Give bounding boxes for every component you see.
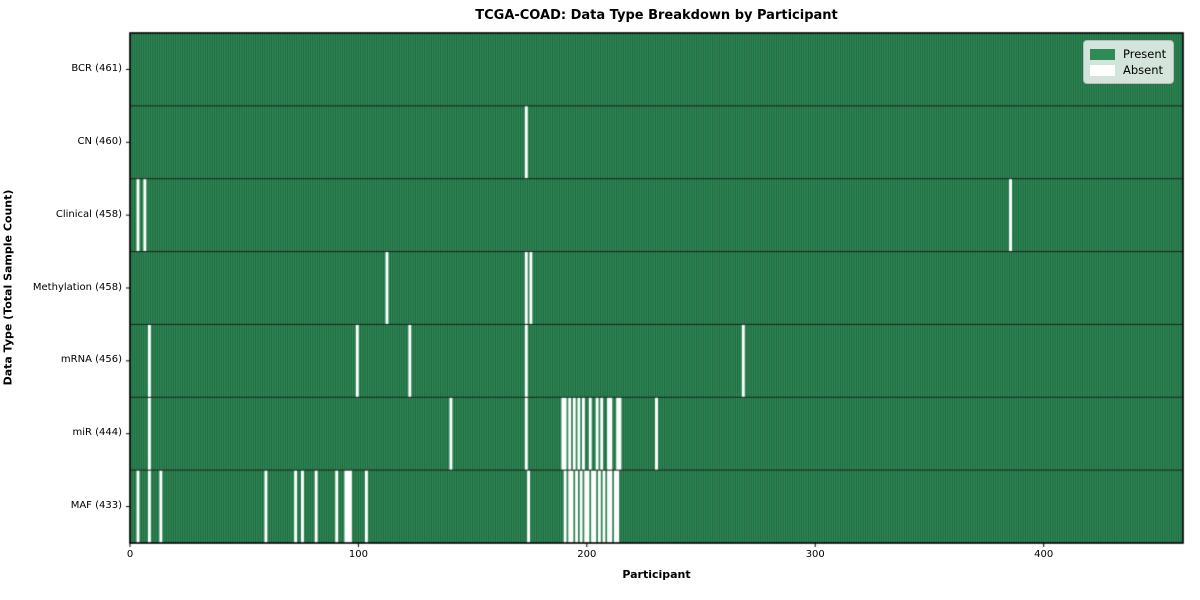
- x-tick-label-300: 300: [805, 549, 825, 560]
- x-axis-label: Participant: [622, 568, 691, 581]
- legend-label-absent: Absent: [1123, 63, 1164, 77]
- legend-entry-present: Present: [1090, 46, 1167, 62]
- absent-swatch-icon: [1090, 64, 1115, 76]
- x-tick-label-100: 100: [348, 549, 368, 560]
- row-label-mRNA: mRNA (456): [60, 354, 122, 366]
- legend: Present Absent: [1083, 40, 1174, 84]
- x-tick-label-0: 0: [126, 549, 134, 560]
- chart-title: TCGA-COAD: Data Type Breakdown by Partic…: [475, 8, 838, 23]
- present-swatch-icon: [1090, 48, 1115, 60]
- row-label-Methylation: Methylation (458): [32, 281, 122, 293]
- row-label-miR: miR (444): [72, 427, 122, 439]
- row-label-Clinical: Clinical (458): [55, 208, 122, 220]
- legend-entry-absent: Absent: [1090, 62, 1165, 78]
- row-label-BCR: BCR (461): [71, 62, 122, 74]
- x-tick-label-200: 200: [577, 549, 597, 560]
- x-tick-label-400: 400: [1034, 549, 1054, 560]
- legend-label-present: Present: [1123, 47, 1167, 61]
- row-label-CN: CN (460): [77, 135, 122, 147]
- row-label-MAF: MAF (433): [70, 500, 122, 512]
